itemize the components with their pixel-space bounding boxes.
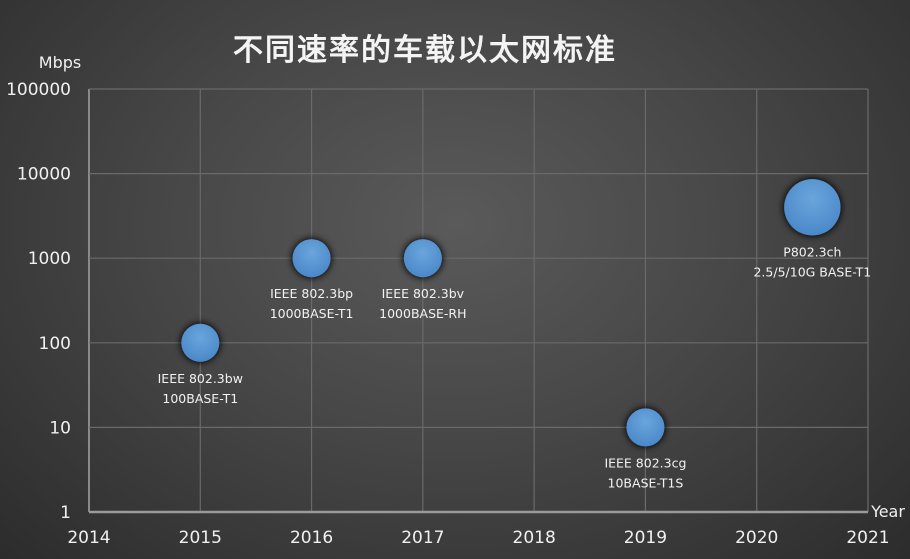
data-label: IEEE 802.3bw	[158, 371, 243, 386]
x-tick-label: 2017	[401, 528, 444, 548]
data-label: P802.3ch	[783, 244, 841, 259]
x-tick-label: 2014	[67, 528, 110, 548]
data-label: IEEE 802.3bp	[270, 286, 353, 301]
data-label: 1000BASE-T1	[270, 306, 354, 321]
x-tick-label: 2019	[624, 528, 667, 548]
y-tick-label: 1	[60, 503, 71, 523]
x-axis-label: Year	[870, 502, 905, 521]
y-tick-label: 100000	[6, 80, 71, 100]
x-tick-label: 2021	[846, 528, 889, 548]
x-tick-label: 2015	[179, 528, 222, 548]
data-label: IEEE 802.3bv	[382, 286, 465, 301]
y-axis-label: Mbps	[39, 53, 81, 72]
y-tick-label: 10	[49, 418, 71, 438]
data-label: IEEE 802.3cg	[604, 455, 686, 470]
bubble	[626, 408, 665, 447]
x-tick-label: 2020	[735, 528, 778, 548]
x-tick-label: 2018	[513, 528, 556, 548]
y-tick-label: 1000	[28, 249, 71, 269]
data-label: 10BASE-T1S	[608, 475, 684, 490]
data-label: 2.5/5/10G BASE-T1	[753, 264, 871, 279]
bubble	[181, 323, 220, 362]
x-tick-label: 2016	[290, 528, 333, 548]
chart-title: 不同速率的车载以太网标准	[233, 33, 617, 68]
data-label: 1000BASE-RH	[379, 306, 466, 321]
data-label: 100BASE-T1	[162, 391, 238, 406]
bubble	[403, 239, 442, 278]
y-tick-label: 10000	[17, 165, 71, 185]
bubble	[784, 179, 841, 236]
y-tick-label: 100	[39, 334, 71, 354]
bubble	[292, 239, 331, 278]
